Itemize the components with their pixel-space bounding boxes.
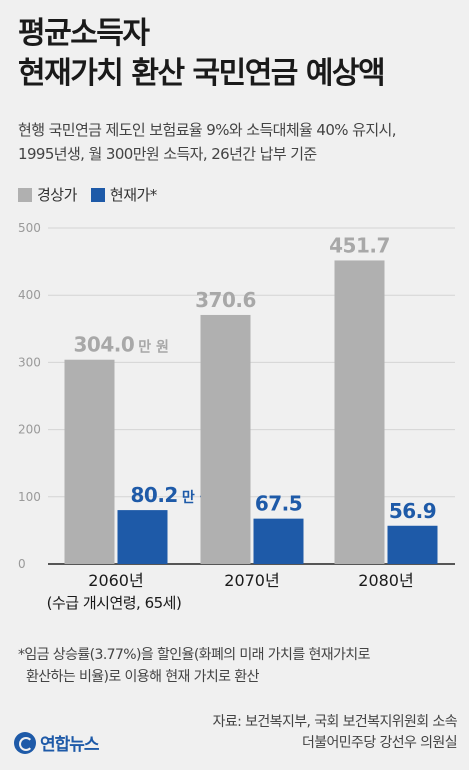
bar-nominal bbox=[64, 359, 115, 564]
x-tick-sublabel: (수급 개시연령, 65세) bbox=[47, 594, 182, 612]
yonhap-logo-icon bbox=[14, 731, 36, 754]
y-tick-label: 500 bbox=[18, 221, 41, 235]
logo-text: 연합뉴스 bbox=[40, 735, 100, 755]
footnote: *임금 상승률(3.77%)을 할인율(화폐의 미래 가치를 현재가치로 환산하… bbox=[18, 644, 370, 688]
title-line-2: 현재가치 환산 국민연금 예상액 bbox=[18, 56, 386, 91]
y-tick-label: 300 bbox=[18, 355, 41, 369]
legend-item-present-value: 현재가* bbox=[90, 184, 157, 205]
data-label-present-value: 67.5 bbox=[255, 492, 302, 516]
bar-nominal bbox=[334, 260, 385, 564]
footnote-line-2: 환산하는 비율)로 이용해 현재 가치로 환산 bbox=[26, 669, 259, 685]
x-tick-label: 2070년 bbox=[224, 571, 279, 590]
legend-item-nominal: 경상가 bbox=[18, 184, 77, 205]
bar-present-value bbox=[253, 518, 304, 564]
yonhap-logo: 연합뉴스 bbox=[14, 730, 100, 755]
legend-swatch-present-value bbox=[90, 187, 105, 202]
subtitle-line-2: 1995년생, 월 300만원 소득자, 26년간 납부 기준 bbox=[18, 145, 317, 163]
legend-swatch-nominal bbox=[18, 187, 32, 202]
title-line-1: 평균소득자 bbox=[18, 16, 150, 51]
source-line-1: 자료: 보건복지부, 국회 보건복지위원회 소속 bbox=[212, 714, 458, 730]
y-tick-label: 200 bbox=[18, 423, 41, 437]
legend-label-present-value: 현재가* bbox=[109, 186, 157, 204]
y-tick-label: 0 bbox=[18, 557, 26, 571]
bar-present-value bbox=[117, 510, 168, 564]
data-label-unit: 만 원 bbox=[138, 340, 169, 356]
y-tick-label: 400 bbox=[18, 288, 41, 302]
y-tick-label: 100 bbox=[18, 490, 41, 504]
footnote-line-1: *임금 상승률(3.77%)을 할인율(화폐의 미래 가치를 현재가치로 bbox=[18, 647, 370, 663]
x-tick-label: 2060년 bbox=[88, 571, 143, 590]
data-label-nominal: 451.7 bbox=[329, 233, 390, 257]
data-label-present-value: 80.2 bbox=[131, 483, 178, 507]
data-label-present-value: 56.9 bbox=[389, 499, 436, 523]
bar-present-value bbox=[387, 525, 438, 564]
subtitle-line-1: 현행 국민연금 제도인 보험료율 9%와 소득대체율 40% 유지시, bbox=[18, 121, 396, 139]
source-line-2: 더불어민주당 강선우 의원실 bbox=[301, 735, 458, 751]
data-label-nominal: 370.6 bbox=[195, 288, 256, 312]
legend: 경상가 현재가* bbox=[18, 184, 171, 205]
page-title: 평균소득자 현재가치 환산 국민연금 예상액 bbox=[18, 14, 386, 94]
source-credit: 자료: 보건복지부, 국회 보건복지위원회 소속 더불어민주당 강선우 의원실 bbox=[212, 712, 458, 754]
bar-nominal bbox=[200, 314, 251, 564]
data-label-nominal: 304.0 bbox=[74, 333, 135, 357]
x-tick-label: 2080년 bbox=[358, 571, 413, 590]
legend-label-nominal: 경상가 bbox=[37, 186, 77, 204]
subtitle: 현행 국민연금 제도인 보험료율 9%와 소득대체율 40% 유지시, 1995… bbox=[18, 118, 396, 166]
